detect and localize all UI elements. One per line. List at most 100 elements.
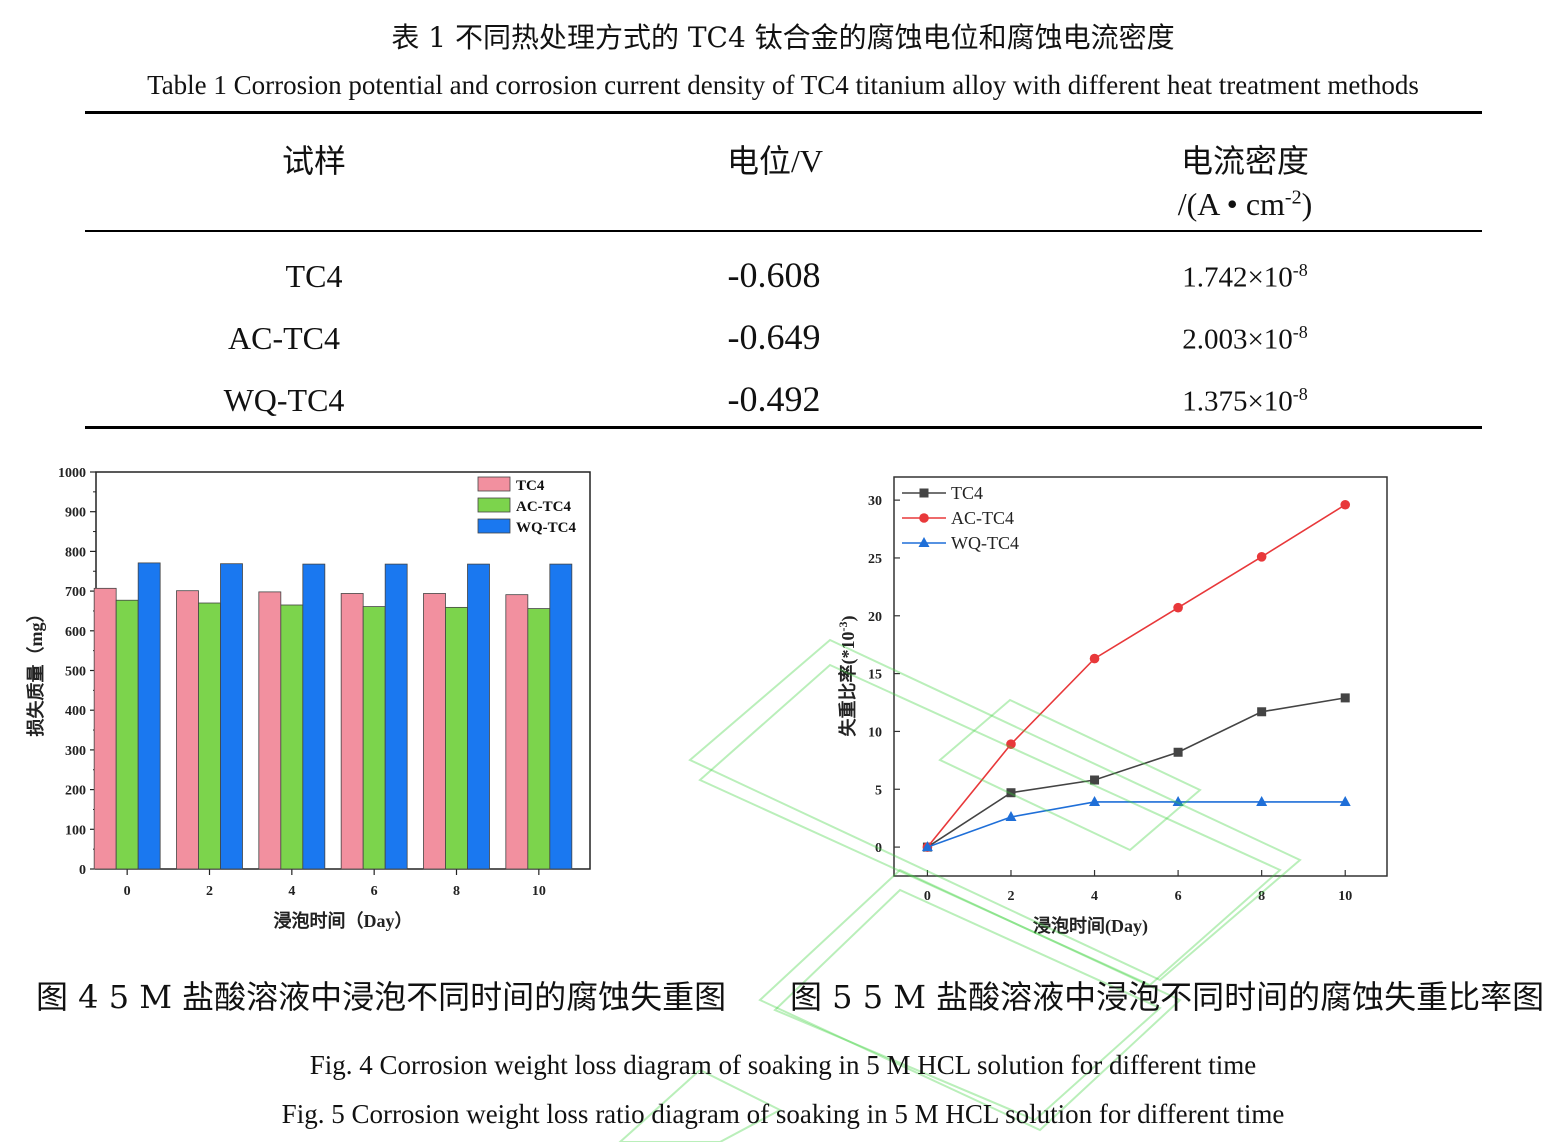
point-wq-tc4 — [1005, 811, 1017, 822]
legend-swatch — [477, 518, 511, 534]
legend-marker — [918, 537, 930, 547]
bar-wq-tc4 — [384, 563, 408, 870]
y-tick-label: 5 — [875, 783, 882, 798]
x-tick-label: 8 — [453, 884, 460, 899]
y-axis-label: 损失质量（mg） — [25, 605, 46, 737]
x-tick-label: 2 — [206, 884, 213, 899]
legend-label: AC-TC4 — [951, 508, 1014, 528]
table-top-rule — [85, 111, 1482, 114]
y-axis-label: 失重比率(*10-3) — [836, 616, 859, 737]
y-tick-label: 200 — [65, 784, 86, 799]
y-tick-label: 15 — [868, 668, 882, 683]
fig4-bar-chart: 0 100 200 300 400 500 600 700 800 900 1000 0 2 4 6 8 10 T… — [25, 466, 591, 931]
row3-potential: -0.492 — [727, 379, 821, 419]
bar-wq-tc4 — [302, 563, 326, 870]
bar-ac-tc4 — [362, 606, 386, 870]
x-tick-label: 8 — [1258, 889, 1265, 904]
bar-tc4 — [258, 591, 282, 870]
fig5-caption-en: Fig. 5 Corrosion weight loss ratio diagr… — [281, 1099, 1285, 1129]
point-wq-tc4 — [1172, 795, 1184, 806]
x-tick-label: 10 — [532, 884, 546, 899]
point-tc4 — [1090, 775, 1100, 785]
legend-label: TC4 — [951, 483, 983, 503]
y-tick-label: 20 — [868, 610, 882, 625]
y-tick-label: 0 — [79, 863, 86, 878]
bar-tc4 — [340, 593, 364, 870]
y-tick-label: 100 — [65, 823, 86, 838]
y-tick-label: 25 — [868, 552, 882, 567]
bar-ac-tc4 — [445, 606, 468, 870]
y-tick-label: 700 — [65, 585, 86, 600]
table-title-cn: 表 1 不同热处理方式的 TC4 钛合金的腐蚀电位和腐蚀电流密度 — [391, 21, 1175, 54]
point-wq-tc4 — [1339, 795, 1351, 806]
legend-label: WQ-TC4 — [951, 533, 1019, 553]
bar-ac-tc4 — [115, 599, 139, 870]
bar-ac-tc4 — [527, 608, 551, 870]
header-potential: 电位/V — [726, 143, 823, 179]
y-tick-label: 30 — [868, 494, 882, 509]
point-wq-tc4 — [1089, 795, 1101, 806]
row2-sample: AC-TC4 — [228, 320, 340, 356]
x-tick-label: 6 — [1175, 889, 1182, 904]
x-tick-label: 0 — [124, 884, 131, 899]
point-ac-tc4 — [1006, 739, 1016, 749]
y-tick-label: 300 — [65, 744, 86, 759]
legend-marker — [919, 488, 929, 498]
line-ac-tc4 — [926, 504, 1346, 848]
x-tick-label: 2 — [1007, 889, 1014, 904]
fig4-caption-cn: 图 4 5 M 盐酸溶液中浸泡不同时间的腐蚀失重图 — [36, 978, 727, 1016]
row1-current: 1.742×10-8 — [1182, 260, 1308, 294]
point-tc4 — [1257, 707, 1267, 717]
table-title-en: Table 1 Corrosion potential and corrosio… — [147, 70, 1419, 100]
row1-potential: -0.608 — [727, 255, 821, 295]
bar-wq-tc4 — [467, 563, 490, 870]
point-tc4 — [1006, 788, 1016, 798]
x-tick-label: 4 — [1091, 889, 1098, 904]
header-current-line1: 电流密度 — [1180, 143, 1309, 179]
line-wq-tc4 — [927, 801, 1346, 848]
bar-tc4 — [423, 593, 446, 870]
point-ac-tc4 — [1173, 602, 1183, 613]
legend-label: WQ-TC4 — [516, 520, 577, 536]
x-tick-label: 6 — [371, 884, 378, 899]
bar-tc4 — [176, 590, 199, 870]
legend-marker — [919, 513, 929, 523]
row2-potential: -0.649 — [727, 317, 821, 357]
point-ac-tc4 — [1340, 499, 1351, 510]
point-tc4 — [1340, 693, 1350, 703]
bar-ac-tc4 — [198, 602, 221, 870]
row3-sample: WQ-TC4 — [223, 382, 345, 418]
line-tc4 — [926, 697, 1346, 848]
y-tick-label: 0 — [875, 841, 882, 856]
legend-label: TC4 — [516, 478, 545, 494]
plot-frame — [893, 476, 1388, 877]
x-axis-label: 浸泡时间(Day) — [1033, 915, 1148, 937]
y-tick-label: 1000 — [58, 466, 86, 481]
bar-tc4 — [93, 587, 117, 870]
bar-wq-tc4 — [137, 562, 161, 870]
point-wq-tc4 — [921, 841, 933, 852]
point-ac-tc4 — [1089, 653, 1100, 664]
y-tick-label: 600 — [65, 625, 86, 640]
table-bottom-rule — [85, 426, 1482, 429]
y-tick-label: 900 — [65, 506, 86, 521]
fig4-caption-en: Fig. 4 Corrosion weight loss diagram of … — [309, 1050, 1257, 1080]
y-tick-label: 500 — [65, 665, 86, 680]
bar-wq-tc4 — [220, 563, 243, 870]
legend-swatch — [477, 497, 511, 513]
bar-wq-tc4 — [549, 563, 573, 870]
x-tick-label: 0 — [924, 889, 931, 904]
legend-label: AC-TC4 — [516, 499, 571, 515]
x-tick-label: 4 — [288, 884, 295, 899]
x-axis-label: 浸泡时间（Day） — [274, 910, 413, 931]
header-current-line2: /(A • cm-2) — [1177, 186, 1313, 222]
x-tick-label: 10 — [1338, 889, 1352, 904]
row1-sample: TC4 — [285, 258, 343, 294]
fig5-line-chart: 0 5 10 15 20 25 30 0 2 4 6 8 10 TC4 AC-TC4 WQ-TC4 浸泡时间(D… — [836, 476, 1388, 937]
row3-current: 1.375×10-8 — [1182, 384, 1308, 418]
point-wq-tc4 — [1256, 795, 1268, 806]
bar-tc4 — [505, 594, 529, 870]
fig5-caption-cn: 图 5 5 M 盐酸溶液中浸泡不同时间的腐蚀失重比率图 — [790, 978, 1545, 1016]
point-tc4 — [1173, 747, 1183, 757]
table-header-rule — [85, 230, 1482, 232]
